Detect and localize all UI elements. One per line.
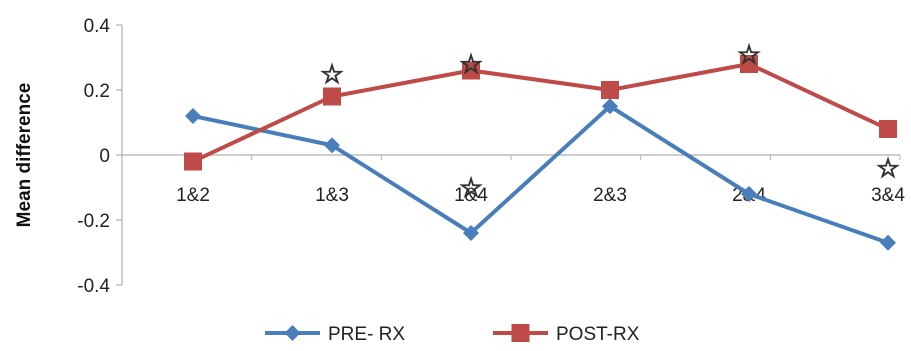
data-point bbox=[880, 234, 896, 251]
series-group bbox=[184, 55, 897, 251]
y-tick-label: 0 bbox=[99, 146, 110, 167]
legend-item: POST-RX bbox=[493, 324, 640, 345]
y-tick-label: 0.2 bbox=[84, 81, 110, 102]
x-tick-label: 1&2 bbox=[176, 185, 210, 206]
x-tick-label: 3&4 bbox=[871, 185, 905, 206]
star-icon: ☆ bbox=[459, 174, 482, 204]
data-point bbox=[324, 137, 340, 154]
series-post-rx bbox=[184, 55, 897, 171]
y-tick-label: -0.2 bbox=[77, 211, 110, 232]
y-axis-label: Mean difference bbox=[14, 83, 35, 228]
x-tick-label: 1&4 bbox=[454, 185, 488, 206]
data-point bbox=[741, 186, 757, 202]
data-point bbox=[463, 225, 479, 241]
star-icon: ☆ bbox=[876, 154, 899, 184]
star-icon: ☆ bbox=[320, 60, 343, 90]
data-point bbox=[323, 87, 341, 106]
data-point bbox=[462, 61, 480, 80]
data-point bbox=[602, 98, 618, 115]
data-point bbox=[184, 152, 202, 171]
series-line bbox=[192, 104, 889, 245]
data-point bbox=[185, 108, 201, 124]
x-tick-label: 2&3 bbox=[593, 185, 627, 206]
star-icon: ☆ bbox=[459, 50, 482, 80]
x-tick-label: 1&3 bbox=[315, 185, 349, 206]
y-tick-label: 0.4 bbox=[84, 16, 111, 37]
legend-item: PRE- RX bbox=[265, 324, 405, 345]
significance-markers: ☆ ☆ ☆ ☆ ☆ bbox=[320, 40, 901, 204]
x-tick-labels: 1&21&31&42&32&43&4 bbox=[176, 185, 905, 206]
data-point bbox=[601, 81, 619, 99]
data-point bbox=[740, 55, 758, 73]
y-tick-labels: 0.4 0.2 0 -0.2 -0.4 bbox=[77, 16, 110, 297]
legend: PRE- RX POST-RX bbox=[265, 324, 640, 345]
legend-marker bbox=[511, 324, 530, 342]
legend-label: PRE- RX bbox=[328, 324, 405, 345]
data-point bbox=[879, 120, 897, 138]
legend-marker bbox=[284, 325, 301, 341]
star-icon: ☆ bbox=[737, 40, 760, 70]
y-tick-label: -0.4 bbox=[77, 276, 110, 297]
legend-label: POST-RX bbox=[556, 324, 640, 345]
series-line bbox=[192, 62, 889, 164]
axes bbox=[116, 24, 901, 286]
series-pre-rx bbox=[185, 98, 896, 251]
